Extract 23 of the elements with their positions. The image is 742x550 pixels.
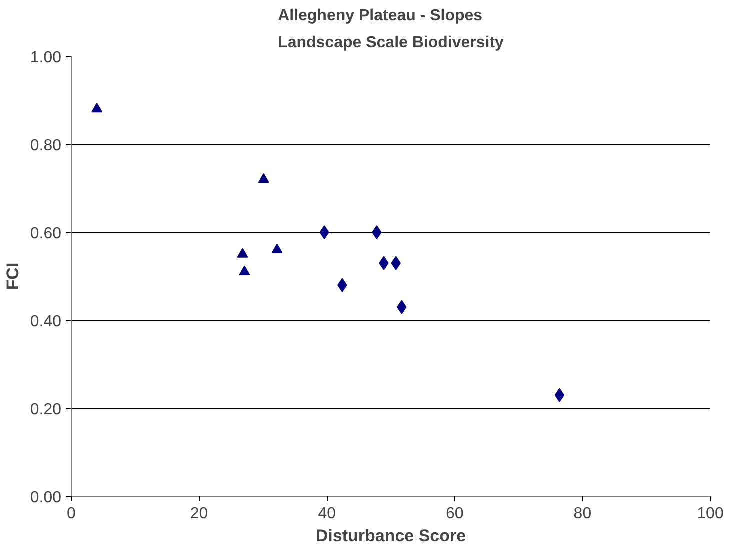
x-tick-label: 100 — [697, 506, 724, 522]
point — [272, 244, 283, 254]
point — [239, 266, 250, 276]
y-tick-label: 0.20 — [30, 402, 62, 418]
x-axis-title: Disturbance Score — [316, 526, 466, 546]
y-tick-label: 1.00 — [30, 50, 62, 66]
x-tick-label: 40 — [318, 506, 336, 522]
point — [92, 103, 103, 113]
x-tick-label: 0 — [67, 506, 76, 522]
y-tick-label: 0.80 — [30, 138, 62, 154]
point — [258, 173, 270, 184]
x-tick-label: 60 — [446, 506, 464, 522]
y-tick-label: 0.60 — [30, 226, 62, 242]
x-tick-label: 80 — [574, 506, 592, 522]
point — [372, 226, 382, 240]
y-tick-label: 0.40 — [30, 314, 62, 330]
point — [237, 248, 248, 258]
y-axis-title: FCI — [3, 262, 22, 290]
chart-title: Allegheny Plateau - Slopes Landscape Scale Biodiversity — [278, 7, 504, 52]
x-tick-label: 20 — [190, 506, 208, 522]
y-tick-label: 0.00 — [30, 490, 62, 506]
point — [554, 388, 565, 402]
point — [320, 226, 330, 240]
